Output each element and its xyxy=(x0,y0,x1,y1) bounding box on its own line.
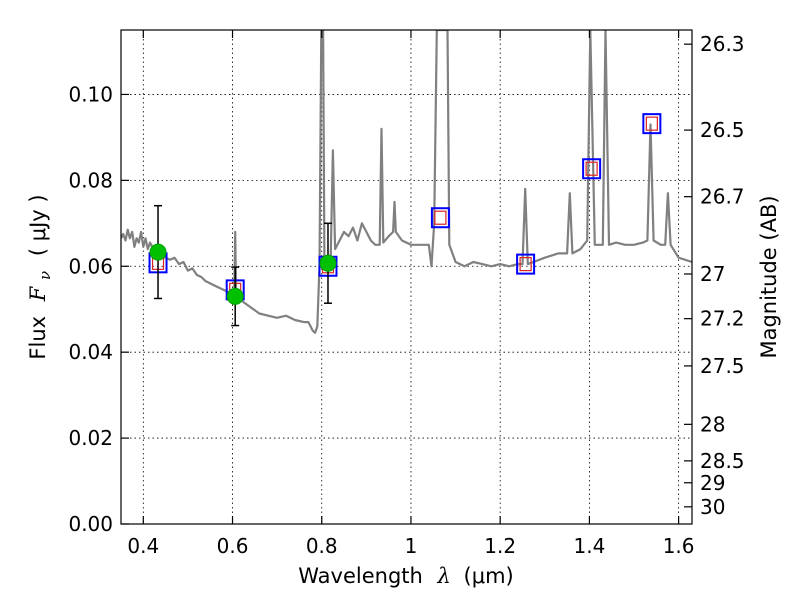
y-axis-label-unit: ( μJy ) xyxy=(26,194,50,256)
y2-axis-label: Magnitude (AB) xyxy=(757,195,781,358)
x-tick-label: 1.6 xyxy=(663,534,695,558)
observed-point xyxy=(226,266,244,327)
y2-tick-label: 29 xyxy=(700,471,725,495)
y-tick-label: 0.04 xyxy=(68,340,113,364)
model-box-point xyxy=(642,113,662,135)
y2-tick-label: 26.7 xyxy=(700,185,745,209)
observed-point xyxy=(149,204,167,300)
y2-tick-label: 27 xyxy=(700,262,725,286)
axis-ticks: 0.4 0.6 0.8 1 1.2 1.4 1.6 0.00 0.02 0.04 0.06 0.08 0… xyxy=(68,30,745,558)
y-tick-label: 0.00 xyxy=(68,512,113,536)
observed-photometry-points xyxy=(149,204,337,327)
model-box-inner xyxy=(645,116,658,131)
observed-point xyxy=(319,222,337,304)
x-axis-label-symbol: λ xyxy=(437,564,451,588)
x-tick-label: 0.8 xyxy=(306,534,338,558)
y-axis-label-subscript: ν xyxy=(36,271,54,280)
y2-tick-label: 30 xyxy=(700,495,725,519)
y2-tick-label: 28.5 xyxy=(700,449,745,473)
model-box-outer xyxy=(642,113,662,135)
model-box-outer xyxy=(582,158,602,180)
model-box-inner xyxy=(434,210,447,225)
x-axis-label-text: Wavelength xyxy=(298,564,423,588)
y2-tick-label: 26.3 xyxy=(700,32,745,56)
model-box-point xyxy=(516,253,536,275)
model-box-inner xyxy=(585,161,598,176)
model-box-inner xyxy=(519,257,532,272)
x-tick-label: 1.4 xyxy=(573,534,605,558)
x-tick-label: 1 xyxy=(405,534,418,558)
y2-tick-label: 27.5 xyxy=(700,354,745,378)
y2-tick-label: 26.5 xyxy=(700,118,745,142)
x-tick-label: 0.4 xyxy=(127,534,159,558)
observed-marker xyxy=(149,243,167,261)
y-axis-label-symbol: F xyxy=(26,285,50,302)
x-tick-label: 0.6 xyxy=(217,534,249,558)
model-box-outer xyxy=(516,253,536,275)
x-tick-label: 1.2 xyxy=(484,534,516,558)
y-tick-label: 0.08 xyxy=(68,168,113,192)
y-tick-label: 0.06 xyxy=(68,254,113,278)
y-axis-label-text: Flux xyxy=(26,316,50,360)
y2-tick-label: 28 xyxy=(700,412,725,436)
y-axis-label: Flux F ν ( μJy ) xyxy=(26,194,55,359)
x-axis-label: Wavelength λ (μm) xyxy=(298,564,513,588)
model-box-outer xyxy=(430,207,450,229)
plot-frame xyxy=(120,29,693,525)
model-box-point xyxy=(582,158,602,180)
observed-marker xyxy=(319,254,337,272)
model-box-point xyxy=(430,207,450,229)
y2-tick-label: 27.2 xyxy=(700,307,745,331)
y-tick-label: 0.02 xyxy=(68,426,113,450)
model-spectrum-line xyxy=(121,30,692,334)
x-axis-label-unit: (μm) xyxy=(464,564,514,588)
observed-marker xyxy=(226,287,244,305)
y-tick-label: 0.10 xyxy=(68,82,113,106)
